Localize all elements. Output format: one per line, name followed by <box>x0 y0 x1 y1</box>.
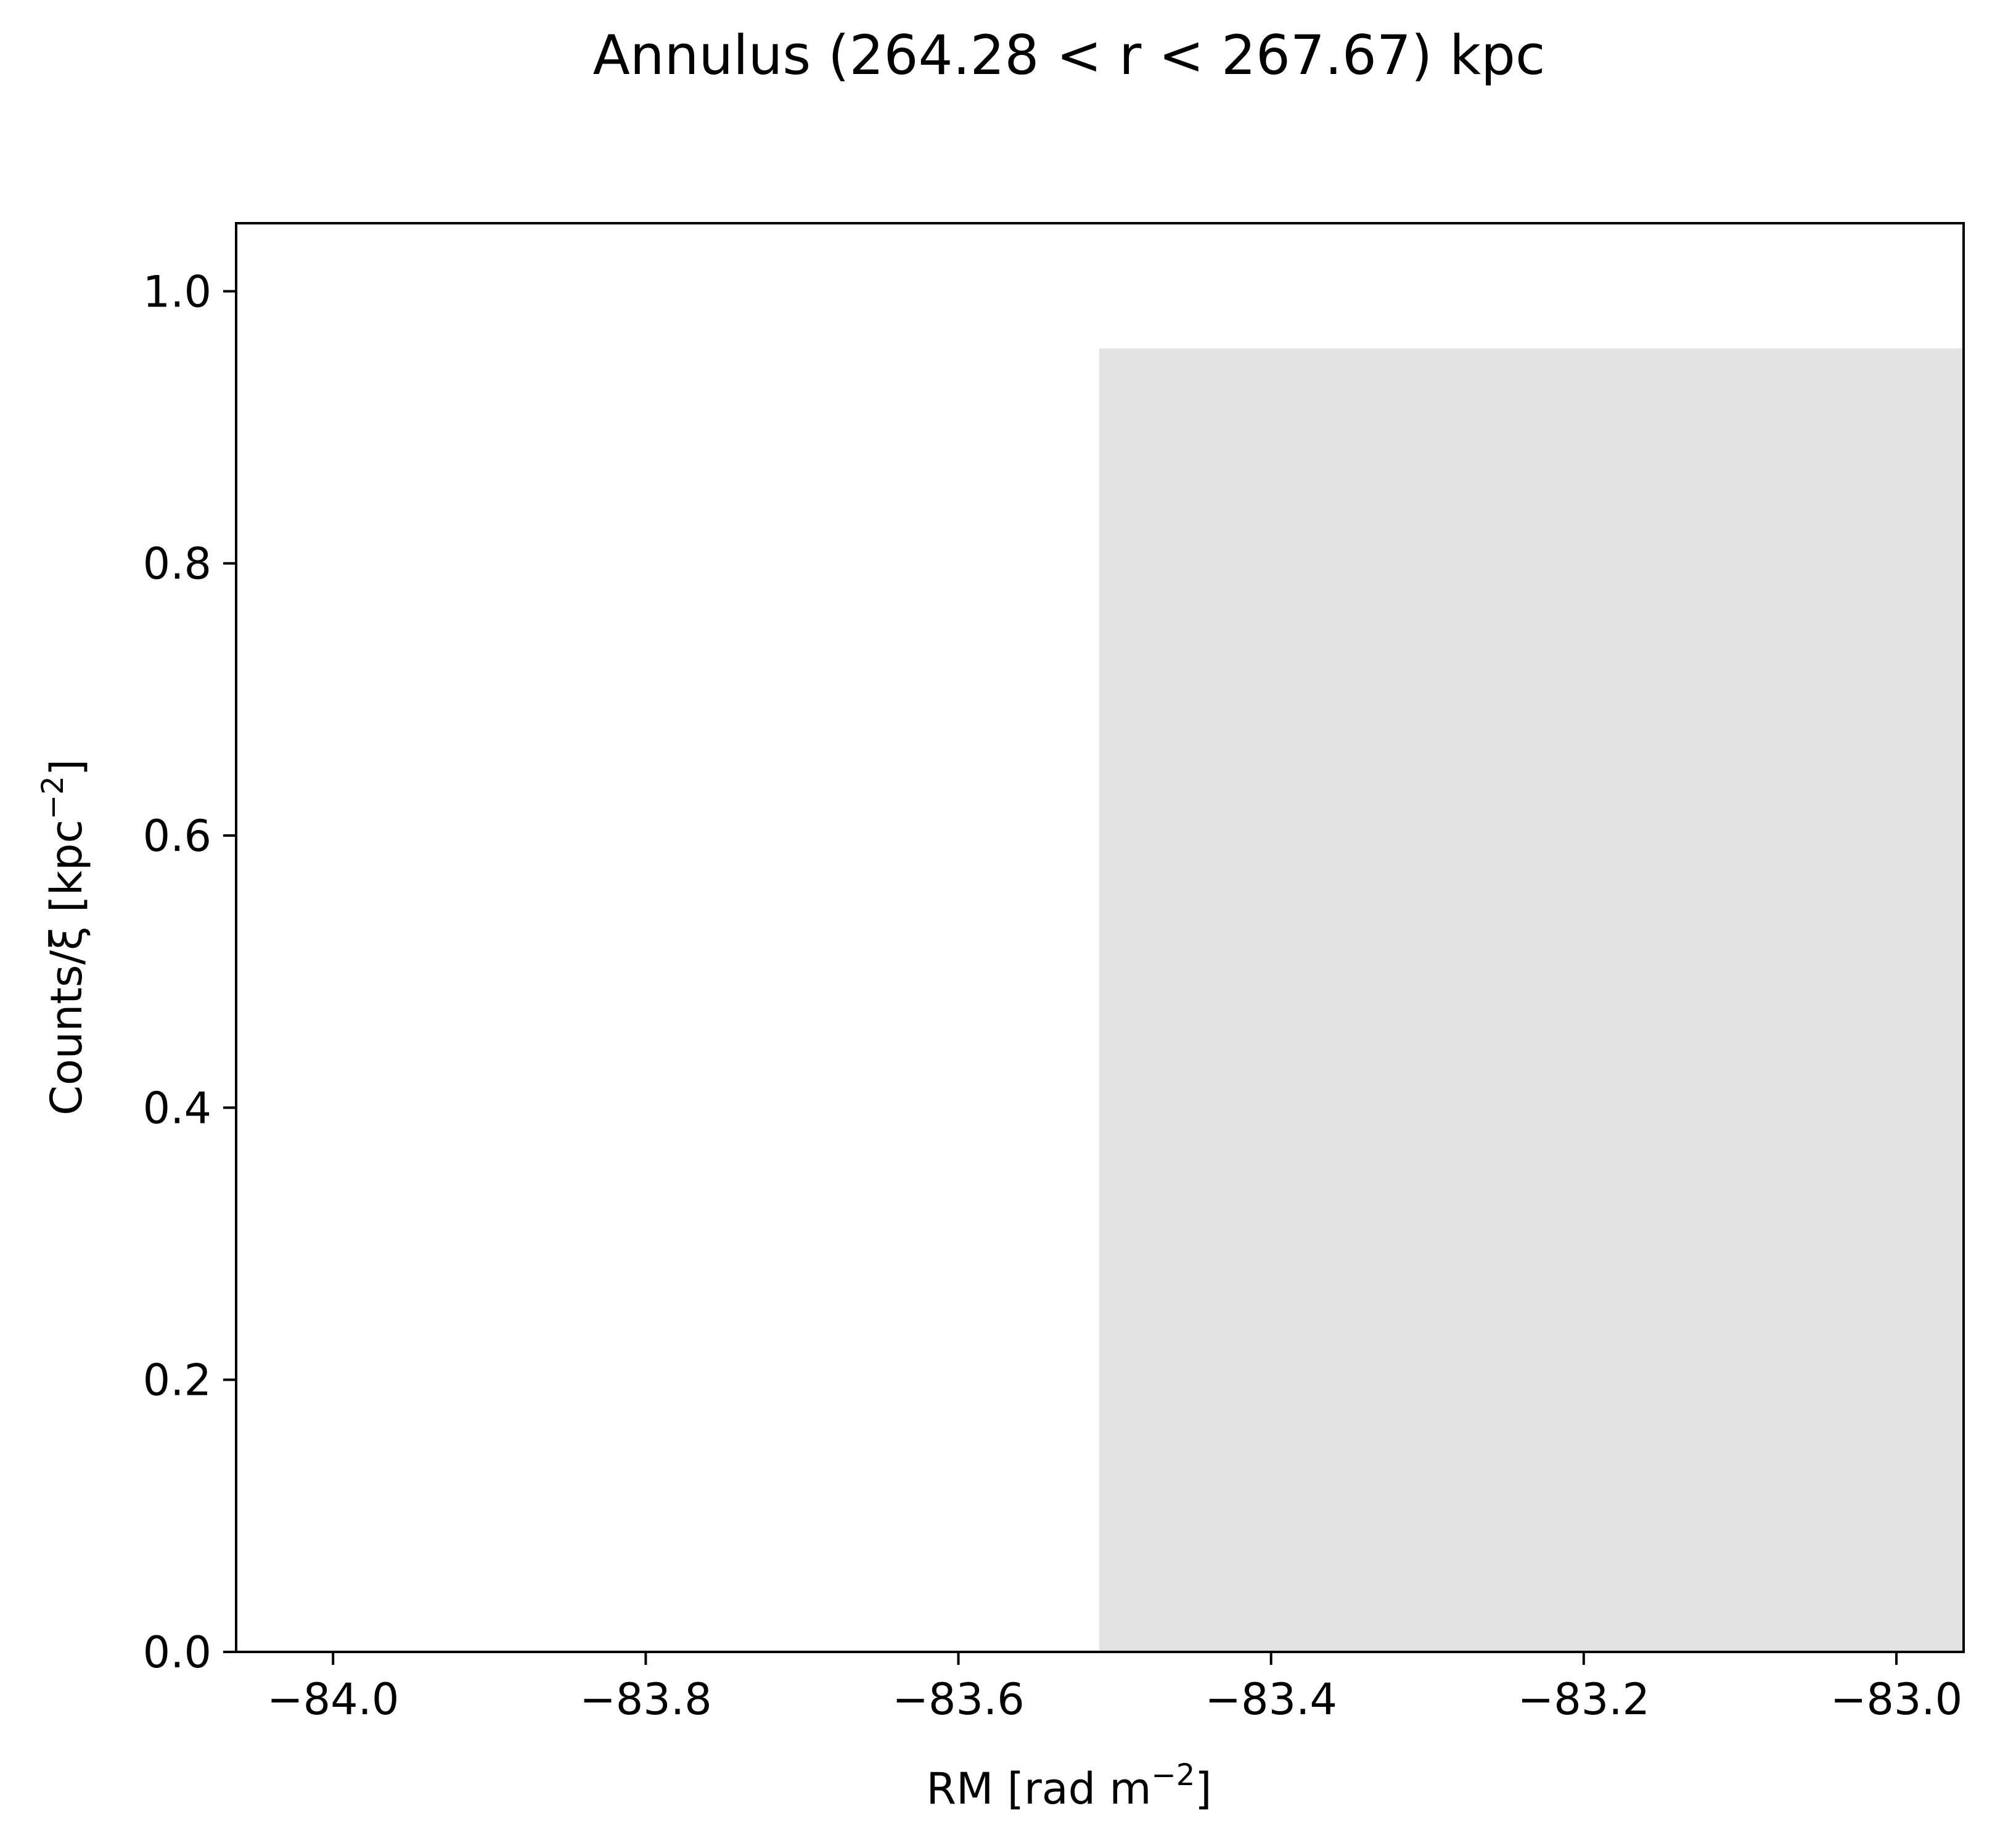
y-tick-label: 0.0 <box>143 1627 211 1678</box>
y-axis-ticks: 0.0 0.2 0.4 0.6 0.8 1.0 <box>143 266 236 1678</box>
y-tick-label: 0.6 <box>143 811 211 861</box>
y-tick-label: 0.4 <box>143 1083 211 1133</box>
y-tick-label: 1.0 <box>143 266 211 317</box>
y-tick-label: 0.2 <box>143 1355 211 1406</box>
bars-layer <box>1099 348 1964 1653</box>
x-tick-label: −83.0 <box>1830 1674 1963 1725</box>
x-tick-label: −83.2 <box>1518 1674 1650 1725</box>
histogram-bar <box>1099 348 1964 1653</box>
x-tick-label: −84.0 <box>267 1674 400 1725</box>
x-tick-label: −83.8 <box>580 1674 712 1725</box>
chart-title: Annulus (264.28 < r < 267.67) kpc <box>593 23 1546 87</box>
x-tick-label: −83.4 <box>1205 1674 1337 1725</box>
y-axis-label: Counts/ξ [kpc−2] <box>36 759 92 1115</box>
x-axis-ticks: −84.0 −83.8 −83.6 −83.4 −83.2 −83.0 <box>267 1652 1962 1725</box>
x-tick-label: −83.6 <box>892 1674 1025 1725</box>
x-axis-label: RM [rad m−2] <box>926 1758 1211 1814</box>
plot-frame <box>235 222 1965 1653</box>
y-tick-label: 0.8 <box>143 539 211 589</box>
